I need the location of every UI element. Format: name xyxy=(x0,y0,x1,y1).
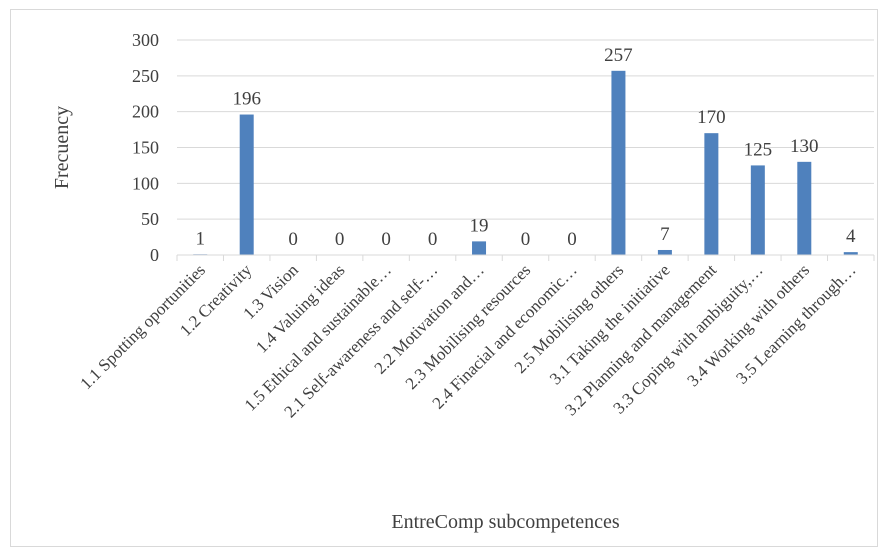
data-label: 4 xyxy=(846,226,856,247)
data-label: 196 xyxy=(232,89,261,110)
bar xyxy=(239,114,254,256)
y-tick-label: 50 xyxy=(141,209,159,229)
x-axis-title: EntreComp subcompetences xyxy=(391,511,619,533)
bar xyxy=(843,252,858,255)
y-tick-label: 150 xyxy=(132,138,159,158)
bars xyxy=(193,70,858,256)
y-axis-title: Frecuency xyxy=(51,106,73,189)
data-label: 0 xyxy=(428,229,438,250)
data-label: 0 xyxy=(567,229,577,250)
data-label: 0 xyxy=(381,229,391,250)
bar xyxy=(750,165,765,255)
data-label: 257 xyxy=(604,45,633,66)
gridlines xyxy=(177,39,874,220)
y-tick-label: 250 xyxy=(132,66,159,86)
chart-area xyxy=(10,9,878,547)
bar xyxy=(657,249,672,255)
data-label: 1 xyxy=(195,228,205,249)
y-tick-label: 300 xyxy=(132,30,159,50)
data-labels: 1 196 0 0 0 0 19 0 0 257 7 170 125 130 4 xyxy=(195,45,856,250)
data-label: 0 xyxy=(288,229,298,250)
bar xyxy=(611,70,626,255)
data-label: 125 xyxy=(744,139,773,160)
y-tick-label: 0 xyxy=(150,245,159,265)
bar xyxy=(472,241,487,255)
data-label: 0 xyxy=(335,229,345,250)
y-tick-label: 200 xyxy=(132,102,159,122)
data-label: 7 xyxy=(660,224,670,245)
y-axis-ticks: 0 50 100 150 200 250 300 xyxy=(132,30,159,265)
y-tick-label: 100 xyxy=(132,173,159,193)
data-label: 170 xyxy=(697,107,726,128)
bar xyxy=(797,161,812,255)
data-label: 130 xyxy=(790,136,819,157)
data-label: 0 xyxy=(521,229,531,250)
bar xyxy=(704,133,719,255)
data-label: 19 xyxy=(470,215,489,236)
